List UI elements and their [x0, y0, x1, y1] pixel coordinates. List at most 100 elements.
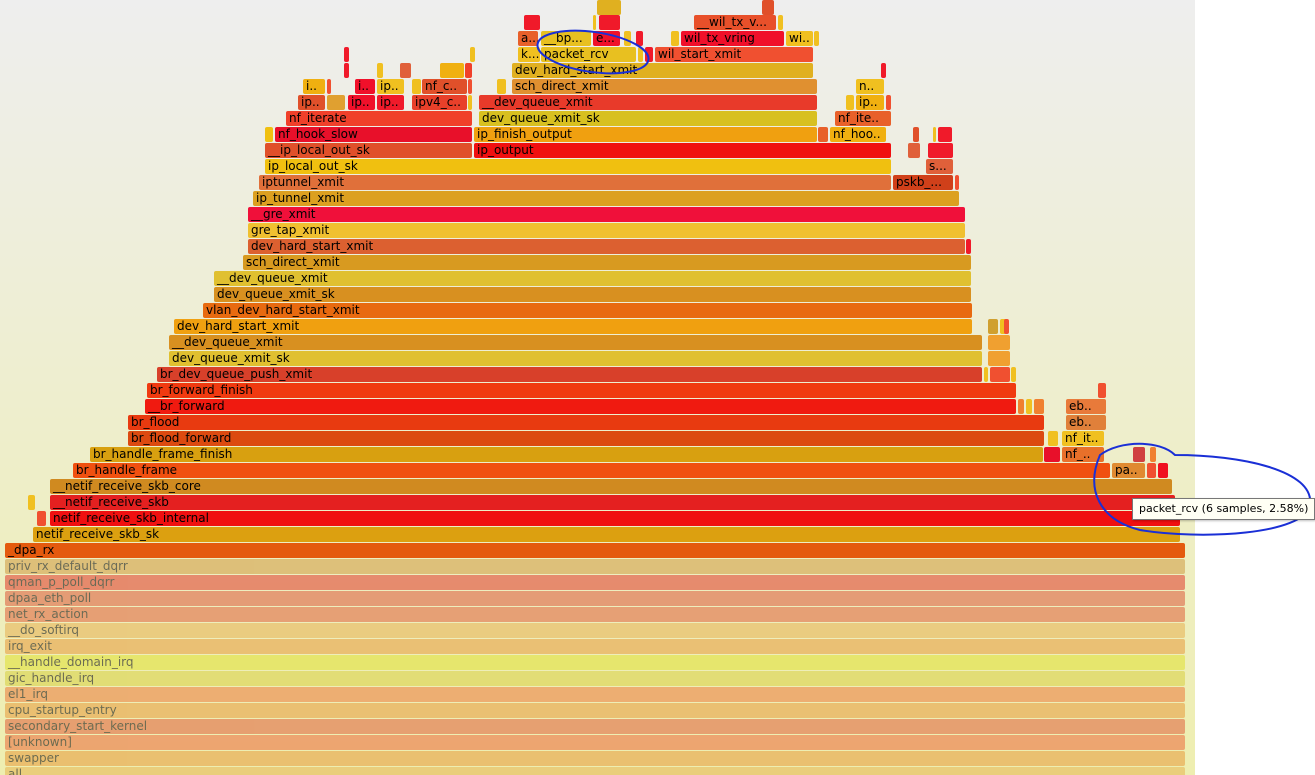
frame-small[interactable]: [28, 495, 35, 510]
frame-small[interactable]: [933, 127, 936, 142]
frame-ipv4-c[interactable]: ipv4_c..: [412, 95, 467, 110]
frame-a[interactable]: a...: [518, 31, 538, 46]
frame-sch-direct-xmit-2[interactable]: sch_direct_xmit: [512, 79, 817, 94]
frame-small[interactable]: [938, 127, 952, 142]
frame-small[interactable]: [886, 95, 891, 110]
frame-small[interactable]: [624, 31, 631, 46]
frame-s[interactable]: s...: [926, 159, 953, 174]
frame-small[interactable]: [778, 15, 783, 30]
frame-secondary-start-kernel[interactable]: secondary_start_kernel: [5, 719, 1185, 734]
frame-small[interactable]: [597, 0, 621, 15]
frame-nf-c[interactable]: nf_c..: [422, 79, 467, 94]
frame-dev-queue-xmit-sk-1[interactable]: dev_queue_xmit_sk: [169, 351, 982, 366]
frame-bp[interactable]: __bp...: [541, 31, 591, 46]
frame-small[interactable]: [412, 79, 421, 94]
frame-unknown[interactable]: [unknown]: [5, 735, 1185, 750]
frame-small[interactable]: [1000, 319, 1007, 334]
frame-br-forward-finish[interactable]: br_forward_finish: [147, 383, 1016, 398]
frame-el1-irq[interactable]: el1_irq: [5, 687, 1185, 702]
frame-small[interactable]: [1018, 399, 1024, 414]
frame-wil-tx-vring[interactable]: wil_tx_vring: [681, 31, 784, 46]
frame-br-flood[interactable]: br_flood: [128, 415, 1044, 430]
frame-br-flood-forward[interactable]: br_flood_forward: [128, 431, 1044, 446]
frame-br-handle-frame[interactable]: br_handle_frame: [73, 463, 1110, 478]
frame-small[interactable]: [1044, 447, 1060, 462]
frame-pa[interactable]: pa..: [1112, 463, 1145, 478]
frame-wil-start-xmit[interactable]: wil_start_xmit: [655, 47, 813, 62]
frame-ip-output[interactable]: ip_output: [474, 143, 891, 158]
frame-dev-queue-xmit-sk-3[interactable]: dev_queue_xmit_sk: [479, 111, 817, 126]
frame-k[interactable]: k...: [518, 47, 540, 62]
frame-iptunnel-xmit[interactable]: iptunnel_xmit: [259, 175, 891, 190]
frame-small[interactable]: [1158, 463, 1168, 478]
frame-ip-finish-output[interactable]: ip_finish_output: [474, 127, 817, 142]
frame-packet-rcv[interactable]: packet_rcv: [541, 47, 636, 62]
frame-do-softirq[interactable]: __do_softirq: [5, 623, 1185, 638]
frame-small[interactable]: [1011, 367, 1016, 382]
frame-wi[interactable]: wi..: [786, 31, 813, 46]
frame-wil-tx-v[interactable]: __wil_tx_v...: [694, 15, 776, 30]
frame-small[interactable]: [881, 63, 886, 78]
frame-small[interactable]: [468, 95, 472, 110]
frame-net-rx-action[interactable]: net_rx_action: [5, 607, 1185, 622]
frame-small[interactable]: [928, 143, 953, 158]
frame-nf[interactable]: nf_..: [1062, 447, 1104, 462]
frame-handle-domain-irq[interactable]: __handle_domain_irq: [5, 655, 1185, 670]
frame-small[interactable]: [638, 47, 643, 62]
frame-all[interactable]: all: [5, 767, 1185, 775]
frame-nf-hoo[interactable]: nf_hoo..: [830, 127, 886, 142]
frame-dev-queue-xmit-3[interactable]: __dev_queue_xmit: [479, 95, 817, 110]
frame-dpa-rx[interactable]: _dpa_rx: [5, 543, 1185, 558]
frame-dev-hard-start-xmit-2[interactable]: dev_hard_start_xmit: [248, 239, 965, 254]
frame-small[interactable]: [593, 15, 596, 30]
frame-small[interactable]: [1133, 447, 1145, 462]
frame-small[interactable]: [344, 63, 349, 78]
frame-small[interactable]: [1026, 399, 1032, 414]
frame-dpaa-eth-poll[interactable]: dpaa_eth_poll: [5, 591, 1185, 606]
frame-sch-direct-xmit-1[interactable]: sch_direct_xmit: [243, 255, 971, 270]
frame-small[interactable]: [377, 63, 383, 78]
frame-small[interactable]: [497, 79, 506, 94]
frame-ip-tunnel-xmit[interactable]: ip_tunnel_xmit: [253, 191, 959, 206]
frame-small[interactable]: [671, 31, 679, 46]
frame-swapper[interactable]: swapper: [5, 751, 1185, 766]
frame-small[interactable]: [599, 15, 620, 30]
frame-ip-3[interactable]: ip..: [377, 95, 404, 110]
frame-nf-it[interactable]: nf_it..: [1062, 431, 1104, 446]
frame-small[interactable]: [465, 63, 472, 78]
frame-small[interactable]: [470, 47, 475, 62]
frame-small[interactable]: [645, 47, 653, 62]
frame-i-2[interactable]: i..: [355, 79, 375, 94]
frame-irq-exit[interactable]: irq_exit: [5, 639, 1185, 654]
frame-dev-queue-xmit-sk-2[interactable]: dev_queue_xmit_sk: [214, 287, 971, 302]
frame-ip-local-out-sk-inner[interactable]: __ip_local_out_sk: [265, 143, 472, 158]
frame-ip-1[interactable]: ip..: [298, 95, 325, 110]
frame-gic-handle-irq[interactable]: gic_handle_irq: [5, 671, 1185, 686]
frame-small[interactable]: [37, 511, 46, 526]
frame-nf-iterate[interactable]: nf_iterate: [286, 111, 472, 126]
frame-dev-queue-xmit-1[interactable]: __dev_queue_xmit: [169, 335, 982, 350]
frame-small[interactable]: [1147, 463, 1156, 478]
frame-small[interactable]: [636, 31, 643, 46]
frame-gre-tap-xmit[interactable]: gre_tap_xmit: [248, 223, 965, 238]
frame-nf-hook-slow[interactable]: nf_hook_slow: [275, 127, 472, 142]
frame-small[interactable]: [524, 15, 540, 30]
frame-nf-ite[interactable]: nf_ite..: [835, 111, 891, 126]
frame-small[interactable]: [814, 31, 819, 46]
frame-small[interactable]: [818, 127, 828, 142]
frame-ip-4[interactable]: ip..: [856, 95, 884, 110]
frame-small[interactable]: [908, 143, 920, 158]
frame-ip-2[interactable]: ip..: [348, 95, 375, 110]
frame-small[interactable]: [988, 351, 1010, 366]
frame-eb-2[interactable]: eb..: [1066, 415, 1106, 430]
frame-small[interactable]: [990, 367, 1010, 382]
frame-e[interactable]: e...: [593, 31, 620, 46]
frame-small[interactable]: [1048, 431, 1058, 446]
frame-small[interactable]: [913, 127, 919, 142]
frame-qman-p-poll-dqrr[interactable]: qman_p_poll_dqrr: [5, 575, 1185, 590]
frame-small[interactable]: [966, 239, 971, 254]
frame-small[interactable]: [265, 127, 273, 142]
frame-netif-receive-skb-core[interactable]: __netif_receive_skb_core: [50, 479, 1172, 494]
frame-small[interactable]: [327, 79, 331, 94]
frame-netif-receive-skb-sk[interactable]: netif_receive_skb_sk: [33, 527, 1180, 542]
